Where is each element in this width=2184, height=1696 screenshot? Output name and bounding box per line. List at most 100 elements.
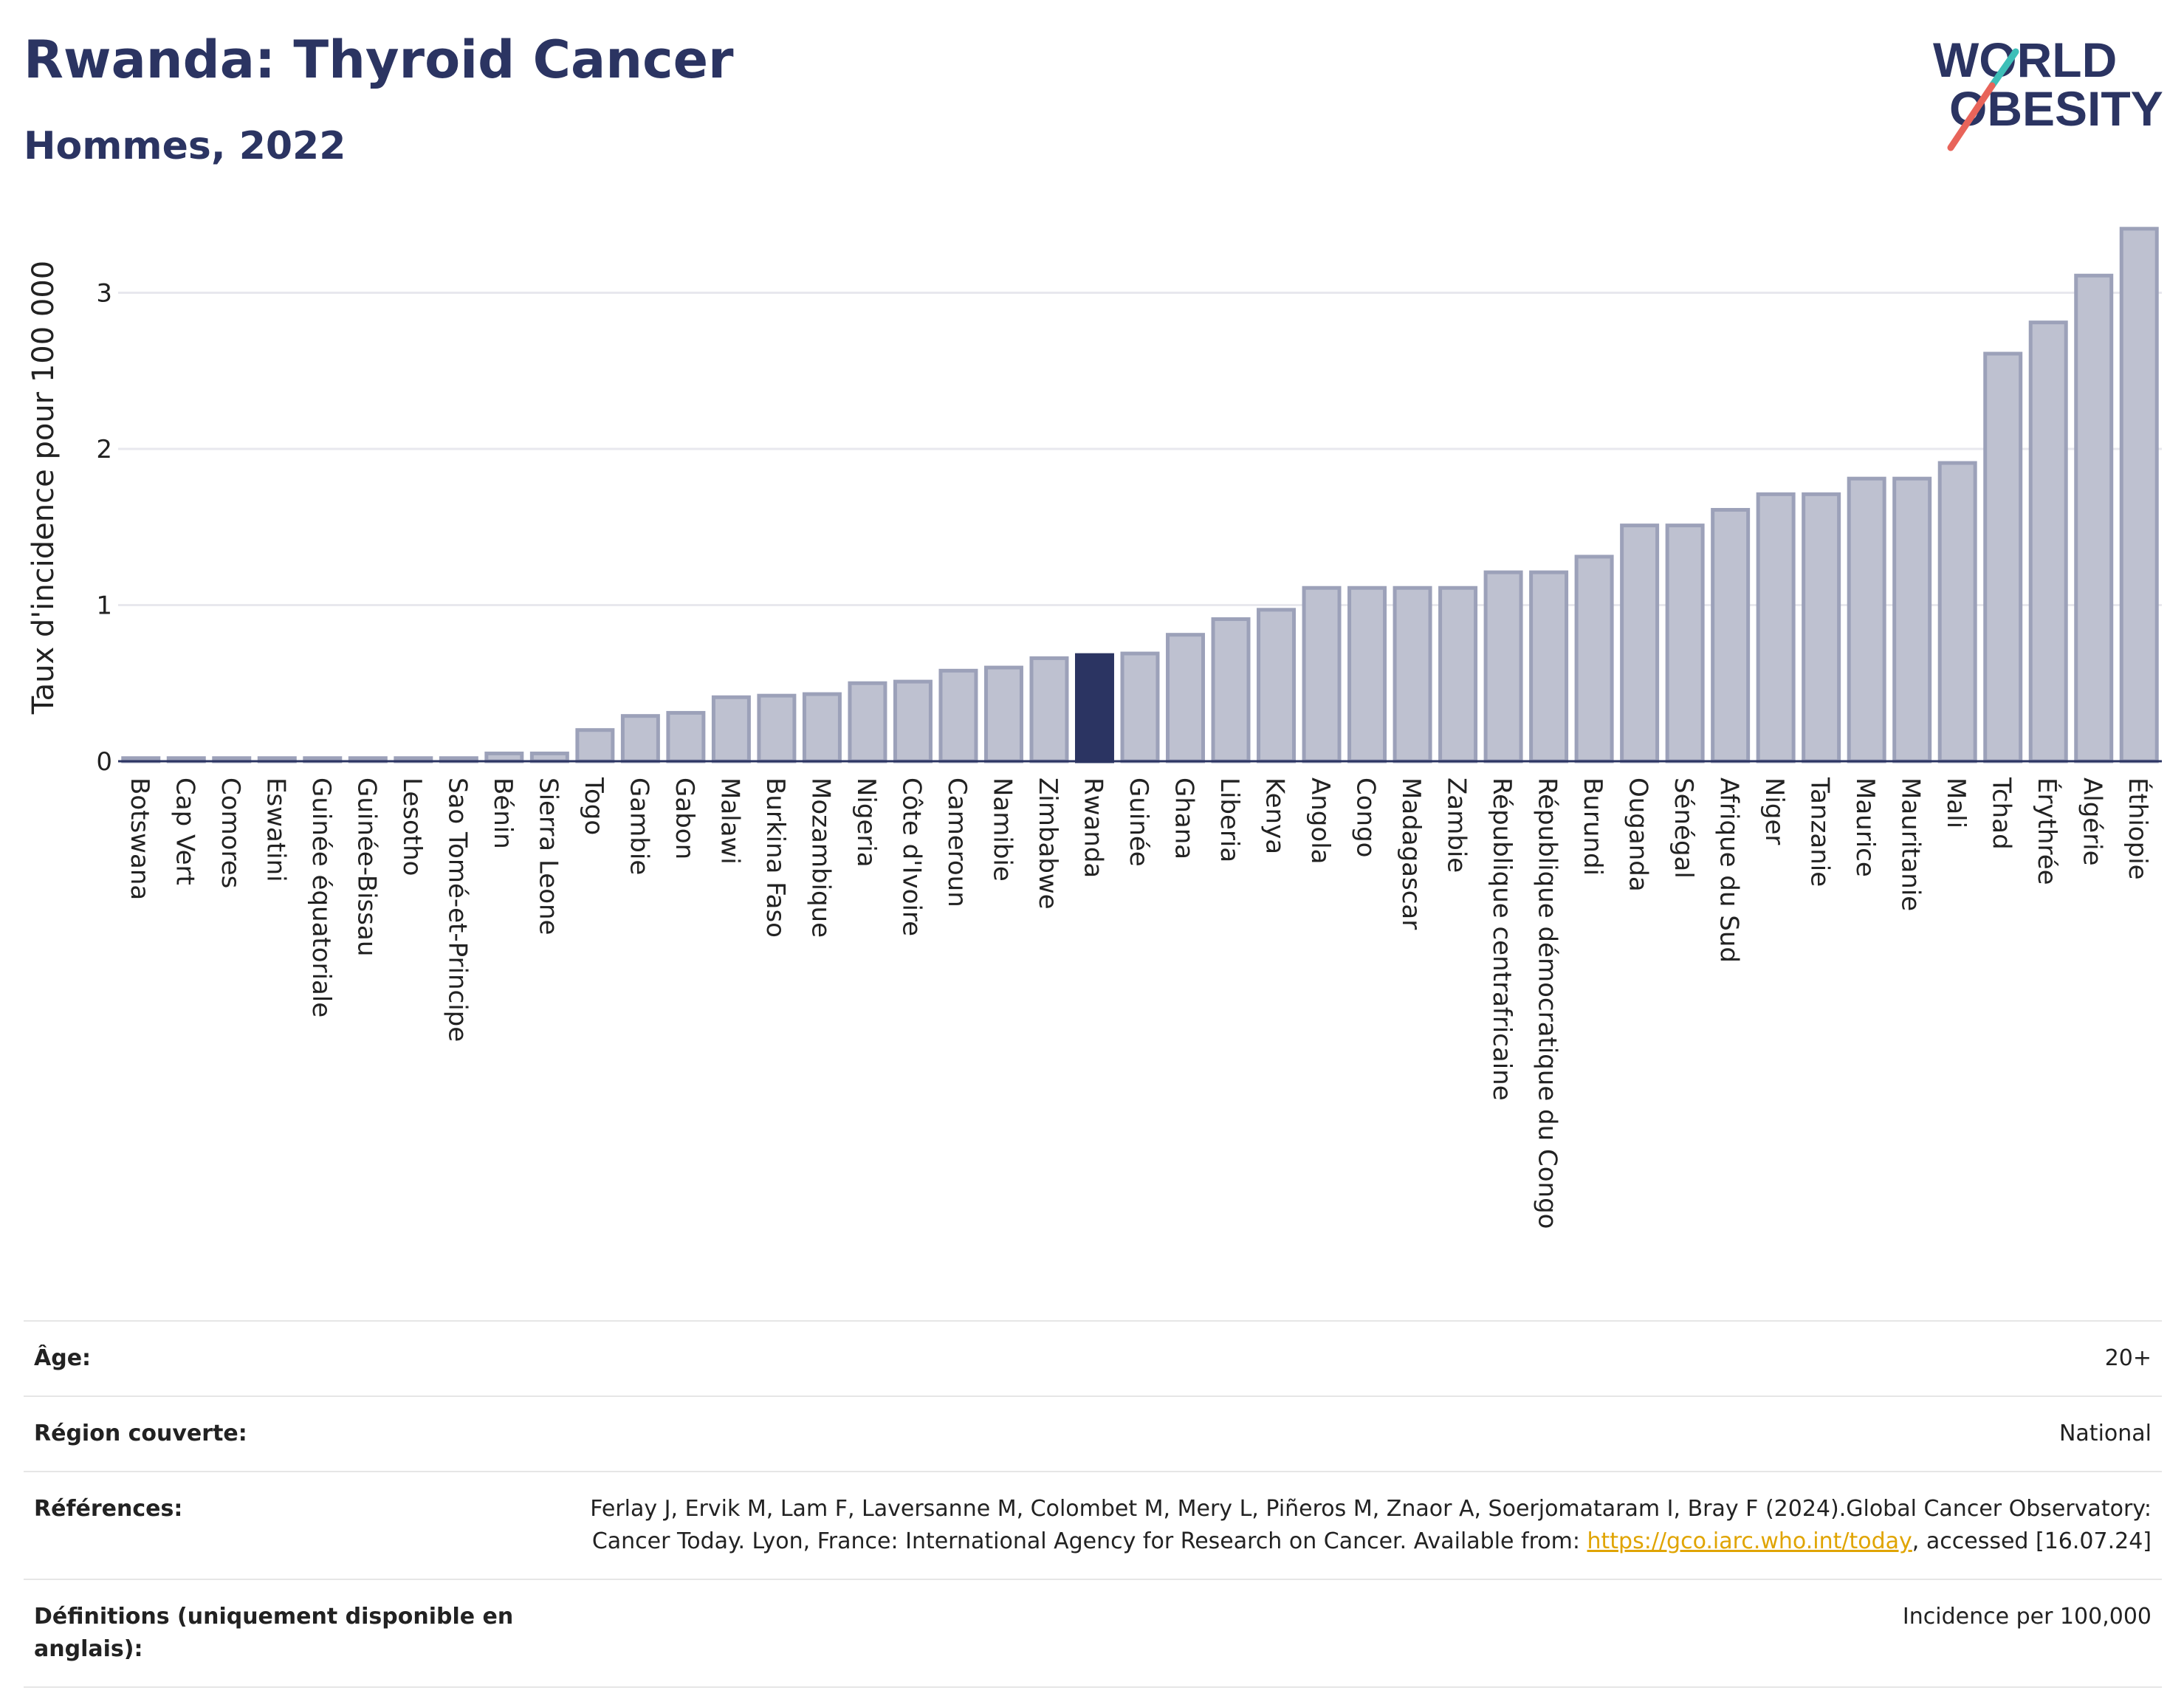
bar-gambie — [620, 714, 660, 763]
bar-tanzanie — [1802, 492, 1841, 763]
x-tick-label: Malawi — [715, 777, 744, 865]
x-tick-label: Liberia — [1215, 777, 1244, 862]
x-tick-label: Congo — [1351, 777, 1381, 857]
bar--thiopie — [2119, 227, 2159, 763]
references-link[interactable]: https://gco.iarc.who.int/today — [1587, 1528, 1912, 1554]
x-tick-label: Sao Tomé-et-Principe — [442, 777, 472, 1042]
info-row-age: Âge: 20+ — [24, 1320, 2162, 1395]
bar-b-nin — [484, 751, 524, 763]
x-tick-label: Burkina Faso — [760, 777, 790, 938]
bar-mozambique — [802, 692, 842, 763]
bar-togo — [575, 728, 615, 763]
bar-maurice — [1847, 476, 1886, 763]
x-tick-label: Togo — [579, 777, 608, 835]
bar-malawi — [711, 695, 751, 763]
x-tick-label: Érythrée — [2032, 777, 2062, 885]
x-tick-label: Zambie — [1442, 777, 1472, 873]
x-tick-label: Botswana — [125, 777, 154, 900]
page-title: Rwanda: Thyroid Cancer — [24, 30, 734, 90]
x-tick-label: Lesotho — [397, 777, 427, 876]
bar-gabon — [666, 710, 706, 763]
y-tick-label: 0 — [96, 747, 112, 777]
x-tick-label: République centrafricaine — [1487, 777, 1517, 1101]
bar-zimbabwe — [1029, 656, 1069, 763]
info-table: Âge: 20+ Région couverte: National Référ… — [24, 1320, 2162, 1688]
bar-cameroun — [938, 668, 978, 763]
x-tick-label: Zimbabwe — [1033, 777, 1062, 910]
y-tick-label: 1 — [96, 591, 112, 621]
bar-mauritanie — [1892, 476, 1932, 763]
info-row-region: Région couverte: National — [24, 1395, 2162, 1471]
x-tick-label: Nigeria — [851, 777, 881, 868]
bar-madagascar — [1393, 586, 1432, 763]
bar-r-publique-centrafricaine — [1483, 570, 1523, 763]
bar-afrique-du-sud — [1711, 507, 1751, 763]
x-tick-label: Burundi — [1578, 777, 1607, 876]
x-tick-label: Sierra Leone — [533, 777, 563, 935]
x-tick-label: Éthiopie — [2123, 777, 2153, 880]
definitions-label: Définitions (uniquement disponible en an… — [34, 1604, 514, 1662]
x-tick-label: Gabon — [670, 777, 699, 859]
x-tick-label: Guinée — [1124, 777, 1153, 867]
references-label: Références: — [34, 1496, 183, 1522]
bar-r-publique-d-mocratique-du-congo — [1529, 570, 1569, 763]
info-row-definitions: Définitions (uniquement disponible en an… — [24, 1579, 2162, 1688]
references-text: Ferlay J, Ervik M, Lam F, Laversanne M, … — [590, 1496, 2152, 1554]
age-label: Âge: — [34, 1345, 92, 1371]
y-tick-labels: 0 1 2 3 — [96, 279, 112, 777]
y-tick-label: 3 — [96, 279, 112, 309]
x-tick-label: Mauritanie — [1896, 777, 1926, 911]
age-value: 20+ — [2104, 1345, 2152, 1371]
region-label: Région couverte: — [34, 1421, 247, 1446]
page-subtitle: Hommes, 2022 — [24, 124, 346, 168]
x-tick-label: Ouganda — [1624, 777, 1653, 892]
bar-ghana — [1166, 633, 1206, 763]
x-tick-label: Madagascar — [1396, 777, 1426, 930]
bar-rwanda — [1074, 653, 1114, 763]
world-obesity-logo: WORLD OBESITY — [1933, 32, 2163, 151]
bar-c-te-d-ivoire — [893, 679, 933, 763]
bar-guin-e — [1120, 651, 1160, 763]
x-tick-label: Comores — [216, 777, 245, 888]
bar-burundi — [1574, 555, 1614, 763]
bar-tchad — [1983, 351, 2023, 763]
bar-kenya — [1257, 608, 1297, 763]
x-tick-label: Guinée-Bissau — [351, 777, 381, 956]
x-tick-label: Mozambique — [806, 777, 835, 938]
bars — [121, 227, 2159, 763]
x-tick-label: Rwanda — [1078, 777, 1108, 878]
x-tick-label: Ghana — [1170, 777, 1199, 859]
info-row-references: Références: Ferlay J, Ervik M, Lam F, La… — [24, 1471, 2162, 1579]
bar-ouganda — [1620, 523, 1660, 763]
x-tick-label: Guinée équatoriale — [306, 777, 336, 1017]
bar-liberia — [1211, 617, 1251, 763]
x-tick-label: République démocratique du Congo — [1533, 777, 1562, 1229]
x-tick-label: Maurice — [1850, 777, 1880, 877]
region-value: National — [2058, 1421, 2152, 1446]
y-axis-label: Taux d'incidence pour 100 000 — [27, 261, 61, 715]
bar-alg-rie — [2074, 273, 2114, 763]
bar-nigeria — [848, 681, 887, 763]
bar-zambie — [1438, 586, 1478, 763]
x-tick-label: Sénégal — [1669, 777, 1698, 879]
bar-s-n-gal — [1665, 523, 1705, 763]
x-tick-labels: Botswana Cap Vert Comores Eswatini Guinée éq… — [125, 777, 2153, 1229]
references-tail: , accessed [16.07.24] — [1912, 1528, 2152, 1554]
x-tick-label: Côte d'Ivoire — [896, 777, 926, 936]
bar-namibie — [983, 665, 1023, 763]
x-tick-label: Eswatini — [261, 777, 290, 882]
y-tick-label: 2 — [96, 435, 112, 464]
bar-niger — [1756, 492, 1796, 763]
x-tick-label: Tanzanie — [1805, 777, 1835, 887]
definitions-value: Incidence per 100,000 — [1902, 1604, 2152, 1630]
x-tick-label: Gambie — [624, 777, 653, 875]
references-value: Ferlay J, Ervik M, Lam F, Laversanne M, … — [564, 1493, 2152, 1558]
bar-sierra-leone — [529, 751, 569, 763]
x-tick-label: Niger — [1759, 777, 1789, 845]
bar-congo — [1347, 586, 1387, 763]
x-tick-label: Bénin — [488, 777, 518, 849]
x-tick-label: Namibie — [987, 777, 1017, 882]
bar--rythr-e — [2028, 320, 2068, 763]
x-tick-label: Cap Vert — [170, 777, 199, 885]
svg-text:WORLD: WORLD — [1933, 32, 2117, 87]
